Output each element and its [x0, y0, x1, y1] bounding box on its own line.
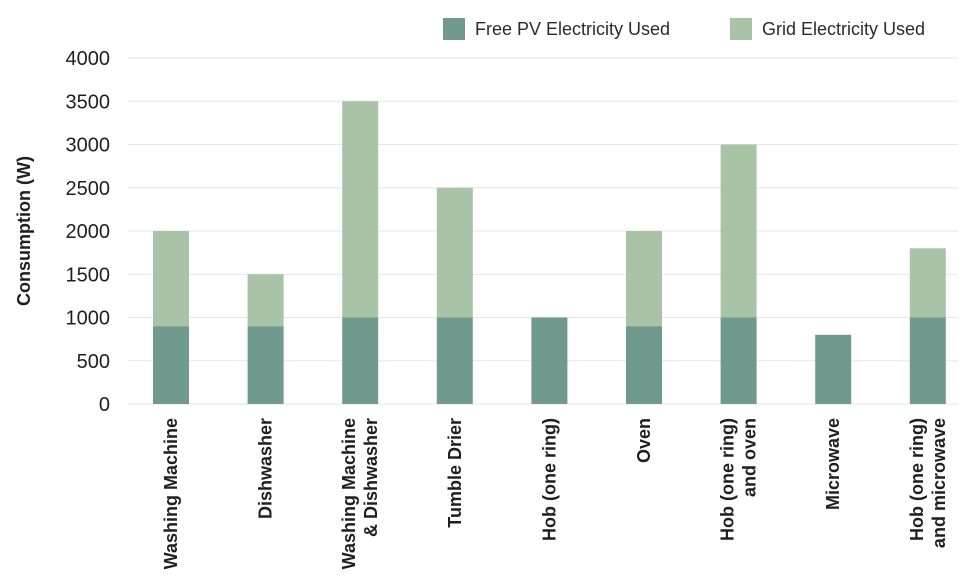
legend-label-grid: Grid Electricity Used [762, 18, 926, 39]
x-tick-label-8: Hob (one ring) and microwave [907, 418, 949, 548]
y-tick-label-3500: 3500 [66, 91, 111, 113]
legend-swatch-free-pv [443, 18, 465, 40]
x-tick-label-0: Washing Machine [161, 418, 181, 569]
bar-free-pv-1 [247, 326, 284, 404]
legend-item-free-pv: Free PV Electricity Used [443, 18, 670, 40]
legend: Free PV Electricity Used Grid Electricit… [0, 12, 963, 52]
x-tick-label-1: Dishwasher [256, 418, 276, 519]
legend-item-grid: Grid Electricity Used [730, 18, 925, 40]
bar-free-pv-5 [626, 326, 662, 404]
bar-grid-3 [436, 187, 473, 318]
bar-free-pv-6 [720, 317, 757, 404]
x-tick-label-6: Hob (one ring) and oven [718, 418, 760, 541]
bar-grid-5 [626, 231, 662, 327]
y-tick-label-2000: 2000 [66, 221, 111, 243]
x-tick-label-4: Hob (one ring) [539, 418, 559, 541]
bar-grid-1 [247, 274, 284, 327]
bar-free-pv-8 [909, 317, 946, 404]
legend-swatch-grid [730, 18, 752, 40]
y-tick-label-1000: 1000 [66, 308, 111, 330]
y-tick-label-0: 0 [99, 394, 110, 416]
y-tick-label-3000: 3000 [66, 135, 111, 157]
bar-free-pv-4 [531, 317, 568, 404]
bar-free-pv-2 [342, 317, 379, 404]
bar-free-pv-0 [153, 326, 189, 404]
x-tick-label-2: Washing Machine & Dishwasher [339, 418, 381, 569]
x-tick-label-3: Tumble Drier [445, 418, 465, 528]
y-axis-label: Consumption (W) [14, 156, 34, 306]
bar-grid-0 [153, 231, 189, 327]
bar-grid-6 [720, 144, 757, 318]
y-tick-label-4000: 4000 [66, 48, 111, 70]
x-tick-label-5: Oven [634, 418, 654, 463]
bar-grid-8 [909, 248, 946, 318]
x-tick-label-7: Microwave [823, 418, 843, 510]
y-tick-label-1500: 1500 [66, 264, 111, 286]
bar-grid-2 [342, 101, 379, 318]
bar-free-pv-7 [815, 334, 852, 404]
y-tick-label-2500: 2500 [66, 178, 111, 200]
y-tick-label-500: 500 [77, 351, 110, 373]
bar-free-pv-3 [436, 317, 473, 404]
legend-label-free-pv: Free PV Electricity Used [475, 18, 671, 39]
